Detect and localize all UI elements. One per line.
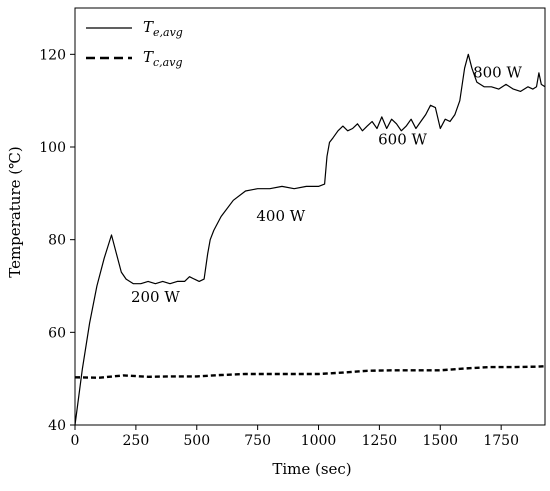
power-annotation: 800 W bbox=[473, 64, 522, 82]
annotations: 200 W 400 W 600 W 800 W bbox=[131, 64, 523, 307]
x-axis-label: Time (sec) bbox=[272, 460, 351, 478]
power-annotation: 200 W bbox=[131, 288, 180, 306]
y-tick-label: 80 bbox=[48, 233, 66, 249]
legend-subscript: c,avg bbox=[153, 56, 182, 69]
power-annotation: 600 W bbox=[378, 131, 427, 149]
ticks: 0 250 500 750 1000 1250 1500 1750 40 60 80 100 120 bbox=[39, 47, 519, 449]
x-tick-label: 500 bbox=[183, 433, 210, 449]
x-tick-label: 750 bbox=[244, 433, 271, 449]
axes bbox=[74, 7, 546, 426]
y-tick-label: 40 bbox=[48, 418, 66, 434]
x-tick-label: 1500 bbox=[422, 433, 458, 449]
x-tick-label: 0 bbox=[71, 433, 80, 449]
x-tick-label: 250 bbox=[123, 433, 150, 449]
legend-entry: Te,avg bbox=[143, 18, 183, 39]
x-tick-label: 1750 bbox=[483, 433, 519, 449]
y-tick-label: 100 bbox=[39, 140, 66, 156]
series-line-c-avg bbox=[74, 365, 546, 379]
series-line-e-avg bbox=[74, 53, 546, 426]
legend-entry: Tc,avg bbox=[143, 48, 183, 69]
legend-subscript: e,avg bbox=[153, 26, 183, 39]
series-lines bbox=[74, 53, 546, 426]
y-tick-label: 120 bbox=[39, 47, 66, 63]
plot-frame bbox=[74, 7, 546, 426]
legend-symbol: T bbox=[143, 18, 154, 36]
x-tick-label: 1250 bbox=[362, 433, 398, 449]
x-tick-label: 1000 bbox=[301, 433, 337, 449]
power-annotation: 400 W bbox=[256, 207, 305, 225]
y-axis-label: Temperature (℃) bbox=[6, 146, 24, 278]
y-tick-label: 60 bbox=[48, 325, 66, 341]
legend-symbol: T bbox=[143, 48, 154, 66]
